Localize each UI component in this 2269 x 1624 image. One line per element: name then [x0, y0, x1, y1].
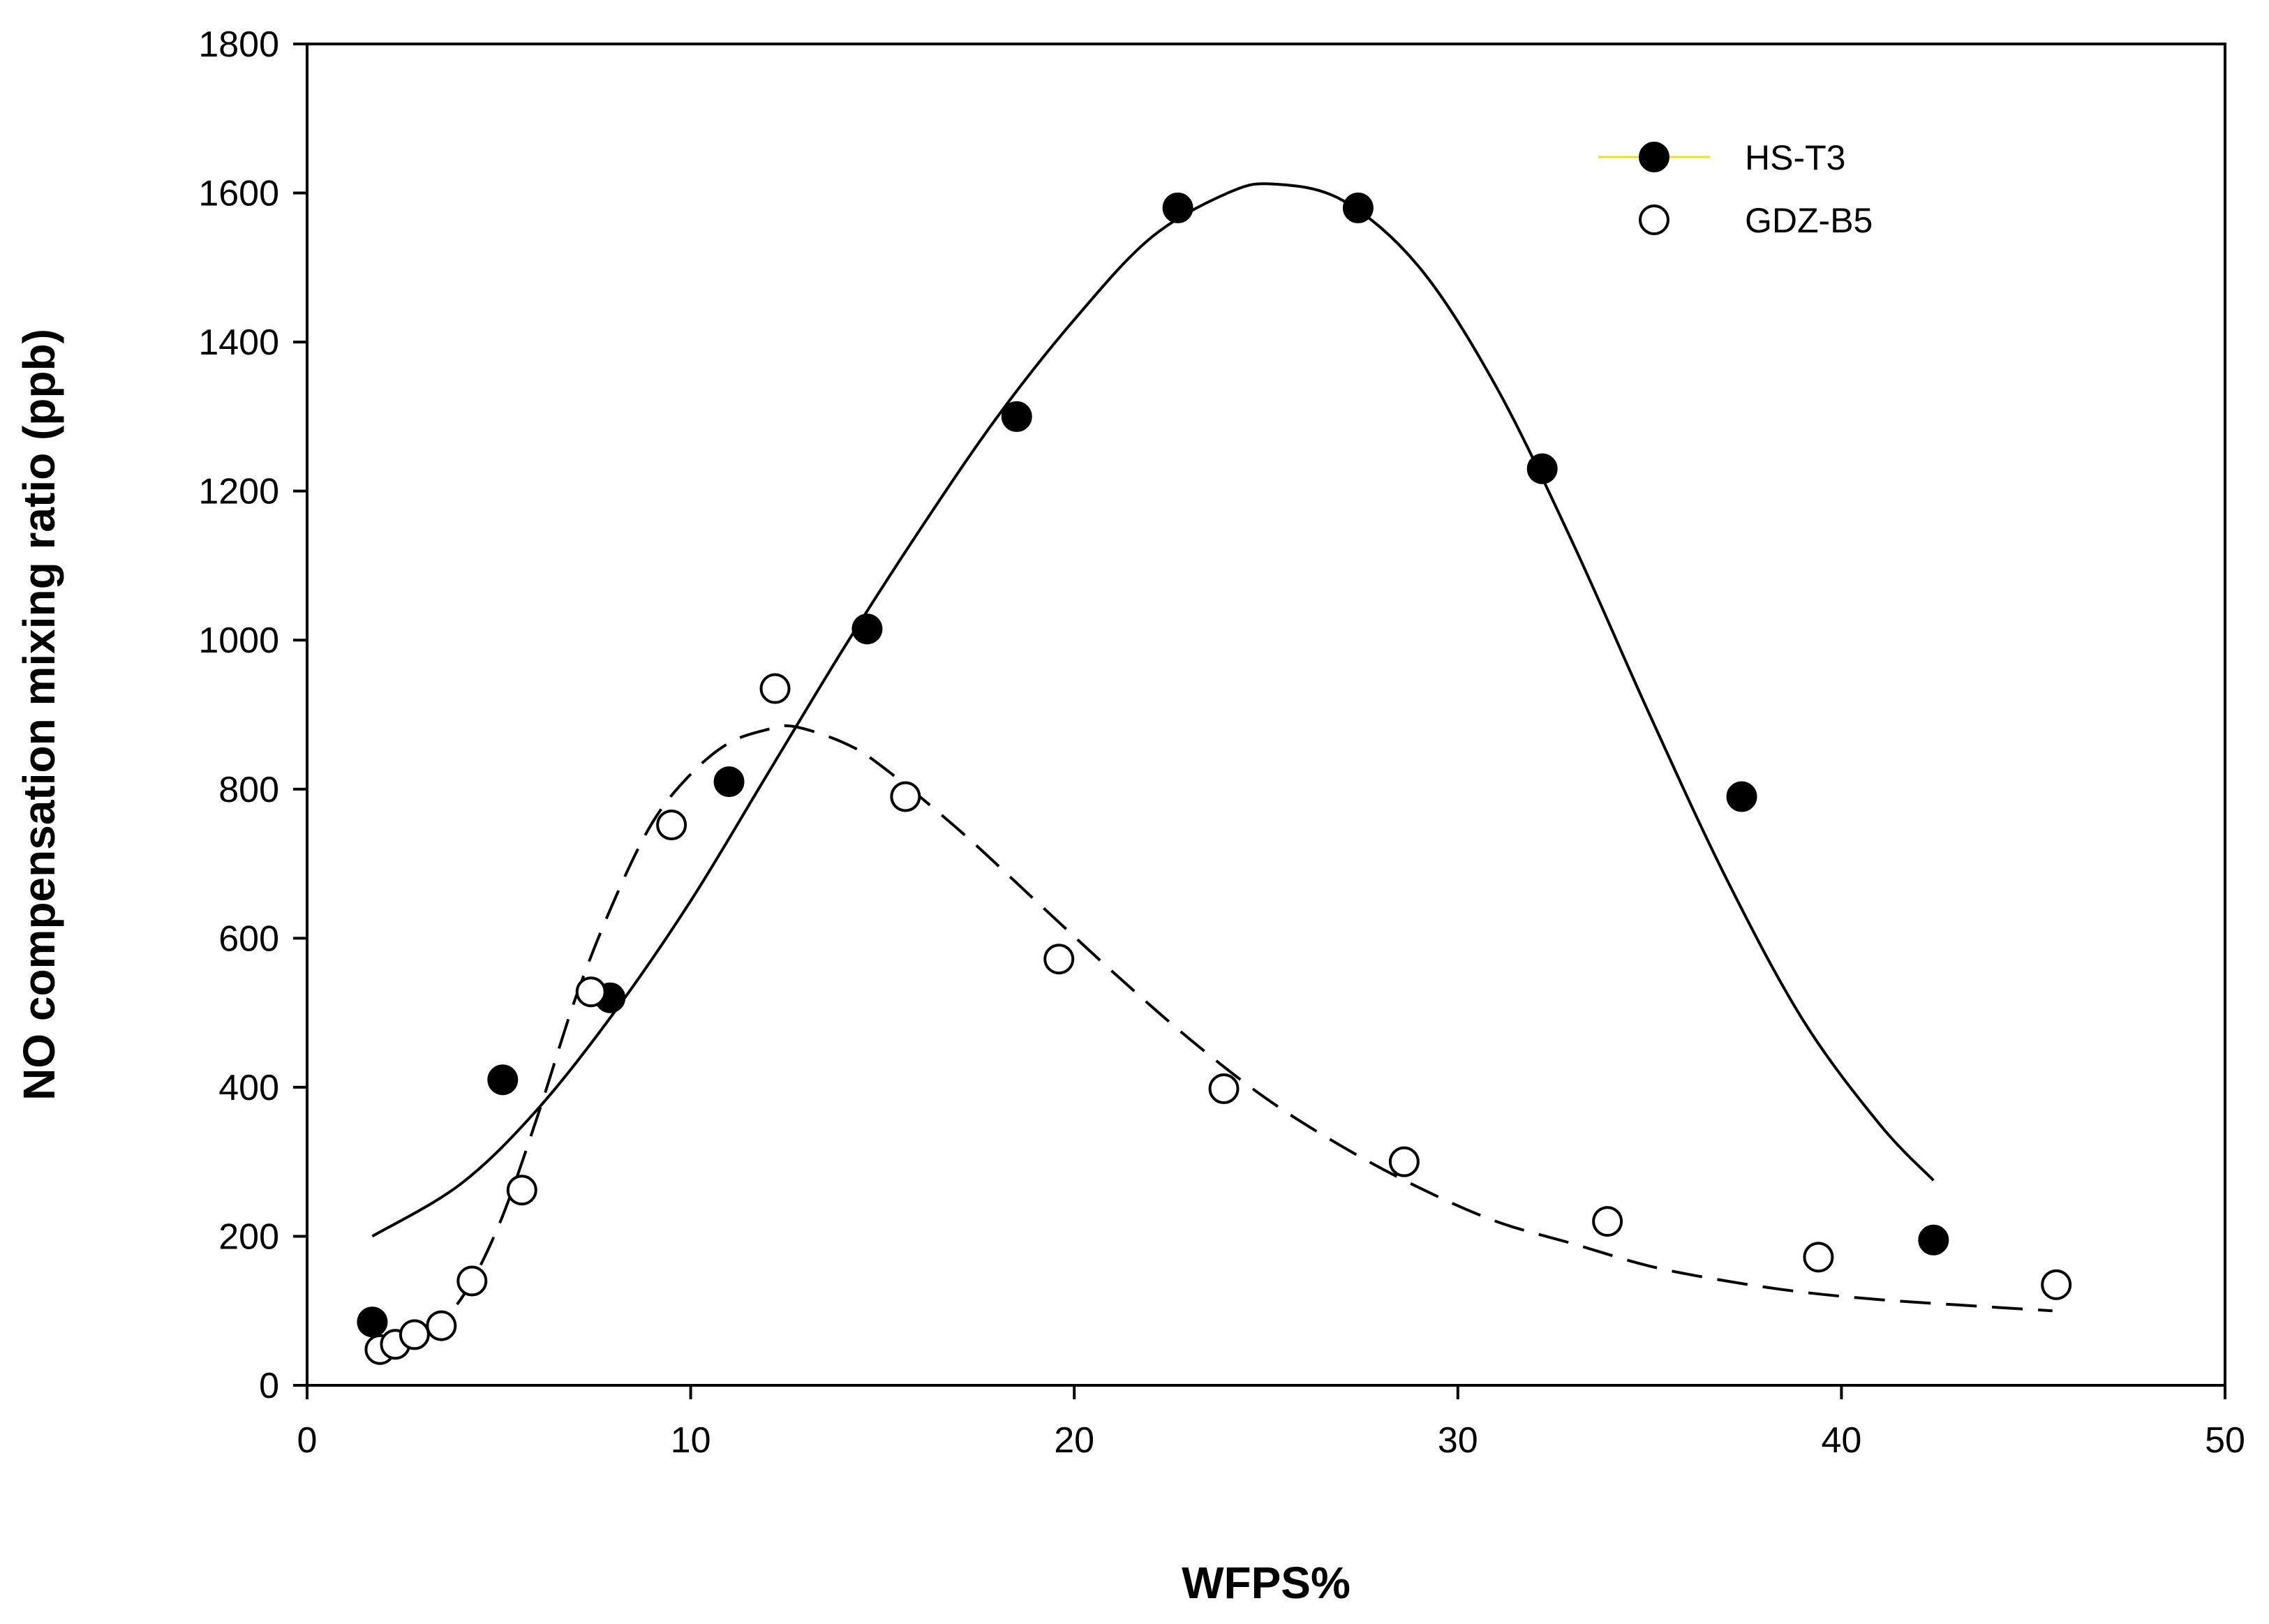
y-tick-label: 200: [218, 1216, 279, 1257]
ticks: 0 10 20 30 40 50 0 200 400 600 800 1000 1200 1400 1600…: [198, 24, 2245, 1461]
legend-marker-hs-t3: [1639, 142, 1669, 172]
data-markers: [357, 192, 2072, 1365]
y-tick-label: 1600: [198, 174, 279, 214]
legend: HS-T3 GDZ-B5: [1598, 138, 1873, 240]
data-point-gdz-b5: [656, 810, 687, 841]
data-point-gdz-b5: [1043, 944, 1075, 975]
y-tick-label: 1800: [198, 24, 279, 65]
y-tick-label: 400: [218, 1068, 279, 1108]
legend-label-hs-t3: HS-T3: [1745, 138, 1845, 177]
y-tick-label: 600: [218, 918, 279, 959]
data-point-gdz-b5: [2041, 1269, 2072, 1300]
data-point-gdz-b5: [1803, 1242, 1834, 1273]
data-point-hs-t3: [1526, 453, 1558, 484]
x-tick-label: 20: [1054, 1420, 1094, 1461]
fit-curve-gdz-b5: [379, 724, 2053, 1353]
data-point-hs-t3: [1162, 192, 1193, 223]
y-tick-label: 0: [259, 1366, 279, 1406]
data-point-gdz-b5: [1592, 1206, 1623, 1237]
data-point-gdz-b5: [575, 976, 607, 1008]
y-tick-label: 1200: [198, 472, 279, 512]
legend-label-gdz-b5: GDZ-B5: [1745, 201, 1873, 240]
y-tick-label: 1000: [198, 620, 279, 661]
y-axis-title: NO compensation mixing ratio (ppb): [14, 329, 64, 1101]
x-tick-label: 50: [2205, 1420, 2245, 1461]
data-point-hs-t3: [713, 766, 745, 798]
x-tick-label: 10: [671, 1420, 711, 1461]
data-point-hs-t3: [851, 613, 883, 645]
data-point-hs-t3: [1342, 192, 1374, 223]
legend-marker-gdz-b5: [1639, 204, 1669, 235]
x-tick-label: 40: [1821, 1420, 1861, 1461]
plot-frame: [306, 43, 2226, 1387]
data-point-hs-t3: [1001, 401, 1032, 432]
data-point-gdz-b5: [426, 1310, 457, 1341]
data-point-gdz-b5: [456, 1265, 488, 1297]
x-tick-label: 0: [297, 1420, 318, 1461]
data-point-hs-t3: [1918, 1224, 1949, 1256]
data-point-hs-t3: [487, 1064, 519, 1096]
y-tick-label: 800: [218, 770, 279, 810]
y-tick-label: 1400: [198, 322, 279, 363]
data-point-hs-t3: [357, 1306, 388, 1338]
data-point-gdz-b5: [1388, 1146, 1420, 1177]
data-point-gdz-b5: [890, 781, 921, 812]
data-point-gdz-b5: [399, 1319, 430, 1350]
x-tick-label: 30: [1438, 1420, 1478, 1461]
x-axis-title: WFPS%: [1182, 1558, 1351, 1608]
data-point-gdz-b5: [1208, 1073, 1240, 1105]
data-point-gdz-b5: [506, 1175, 537, 1206]
data-point-hs-t3: [1726, 781, 1757, 812]
data-point-gdz-b5: [759, 673, 791, 704]
